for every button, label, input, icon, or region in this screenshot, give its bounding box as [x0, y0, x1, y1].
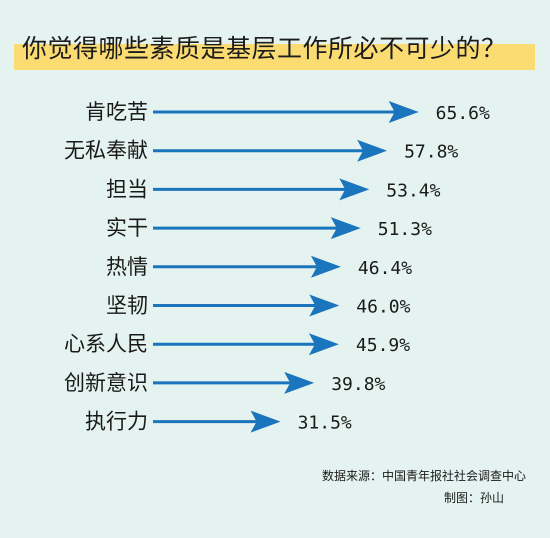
arrow-head — [250, 410, 281, 433]
arrow-head — [339, 178, 370, 201]
category-label: 执行力 — [85, 410, 148, 434]
arrow-head — [388, 101, 419, 123]
value-label: 31.5% — [298, 413, 352, 434]
credit-text: 制图：孙山 — [443, 491, 504, 505]
value-label: 46.0% — [356, 297, 410, 318]
value-label: 53.4% — [386, 180, 440, 201]
value-label: 46.4% — [358, 258, 412, 279]
category-label: 坚韧 — [106, 294, 148, 318]
bar-row: 热情 46.4% — [106, 255, 412, 279]
title-highlight-band — [14, 44, 535, 70]
arrow-head — [357, 139, 388, 162]
value-label: 51.3% — [378, 219, 432, 240]
category-label: 担当 — [106, 177, 148, 201]
category-label: 无私奉献 — [64, 139, 148, 163]
bar-row: 心系人民 45.9% — [64, 332, 410, 356]
value-label: 39.8% — [331, 374, 385, 395]
bar-row: 执行力 31.5% — [85, 410, 352, 434]
arrow-head — [284, 371, 315, 394]
bar-row: 肯吃苦 65.6% — [85, 100, 490, 124]
source-note: 数据来源：中国青年报社社会调查中心 制图：孙山 — [322, 465, 526, 509]
category-label: 创新意识 — [64, 371, 148, 395]
arrow-head — [308, 333, 339, 356]
bar-row: 担当 53.4% — [106, 177, 441, 201]
chart-title: 你觉得哪些素质是基层工作所必不可少的？ — [22, 34, 507, 63]
bar-row: 创新意识 39.8% — [64, 371, 386, 395]
category-label: 实干 — [106, 216, 148, 240]
bar-row: 无私奉献 57.8% — [64, 139, 458, 163]
value-label: 65.6% — [436, 103, 490, 124]
arrow-head — [309, 294, 340, 317]
value-label: 45.9% — [356, 335, 410, 356]
data-source-text: 数据来源：中国青年报社社会调查中心 — [321, 469, 526, 483]
category-label: 热情 — [106, 255, 148, 279]
bar-row: 坚韧 46.0% — [106, 294, 411, 318]
category-label: 肯吃苦 — [85, 100, 148, 124]
arrow-head — [330, 217, 361, 240]
bar-row: 实干 51.3% — [106, 216, 432, 240]
value-label: 57.8% — [404, 142, 458, 163]
title-area: 你觉得哪些素质是基层工作所必不可少的？ — [0, 30, 550, 74]
category-label: 心系人民 — [64, 332, 148, 356]
arrow-head — [310, 255, 341, 278]
